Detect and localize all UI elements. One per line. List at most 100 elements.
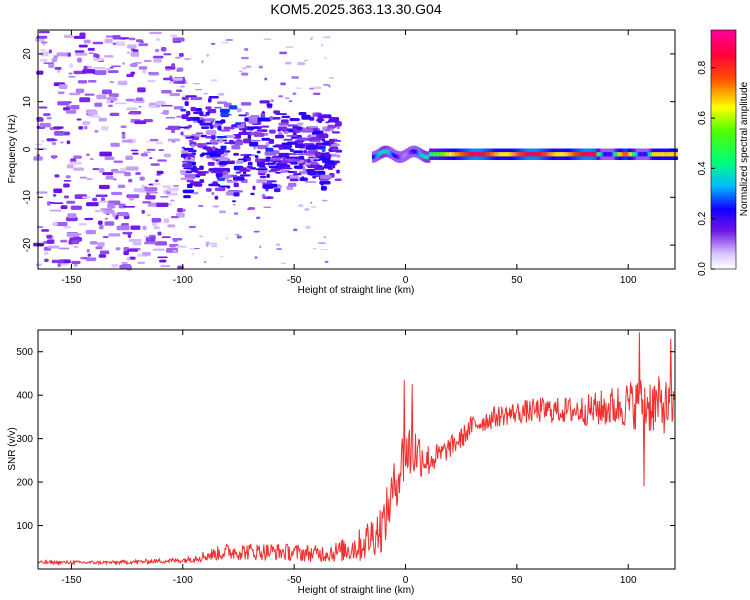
heatmap-cell	[307, 126, 319, 129]
heatmap-cell	[264, 77, 268, 81]
heatmap-cell	[158, 149, 165, 152]
heatmap-cell	[102, 172, 114, 176]
heatmap-cell	[603, 152, 607, 157]
heatmap-cell	[188, 139, 194, 143]
heatmap-cell	[165, 116, 176, 119]
heatmap-cell	[182, 94, 187, 96]
heatmap-cell	[233, 182, 239, 188]
heatmap-cell	[280, 262, 287, 264]
y-tick-label: 0	[22, 146, 33, 152]
heatmap-cell	[308, 156, 315, 159]
heatmap-cell	[326, 152, 330, 156]
heatmap-cell	[269, 129, 276, 134]
heatmap-cell	[285, 46, 294, 48]
x-tick-label: -150	[61, 575, 81, 586]
heatmap-cell	[147, 190, 155, 194]
heatmap-cell	[260, 125, 270, 128]
heatmap-cell	[336, 154, 341, 158]
heatmap-cell	[432, 152, 436, 157]
heatmap-cell	[323, 236, 327, 238]
heatmap-cell	[69, 92, 81, 96]
heatmap-cell	[182, 189, 195, 194]
colorbar-strip	[711, 75, 736, 79]
heatmap-cell	[275, 171, 281, 174]
heatmap-cell	[156, 173, 161, 176]
colorbar-strip	[711, 107, 736, 111]
heatmap-cell	[516, 152, 520, 157]
colorbar-strip	[711, 81, 736, 85]
heatmap-cell	[134, 120, 147, 125]
heatmap-cell	[180, 85, 185, 88]
heatmap-cell	[381, 150, 384, 155]
heatmap-cell	[320, 186, 327, 191]
heatmap-cell	[85, 229, 96, 235]
heatmap-cell	[92, 41, 104, 45]
colorbar-strip	[711, 249, 736, 252]
heatmap-cell	[256, 179, 268, 184]
colorbar-strip	[711, 219, 736, 222]
heatmap-cell	[46, 234, 53, 239]
heatmap-cell	[201, 60, 204, 64]
heatmap-cell	[334, 178, 342, 181]
colorbar-strip	[711, 187, 736, 190]
x-tick-label: 50	[511, 275, 523, 286]
heatmap-cell	[309, 87, 315, 90]
y-tick-label: 500	[16, 347, 33, 358]
heatmap-cell	[68, 72, 73, 75]
heatmap-cell	[321, 148, 326, 152]
heatmap-cell	[112, 212, 117, 218]
heatmap-cell	[328, 149, 339, 152]
heatmap-cell	[207, 98, 212, 103]
colorbar-strip	[711, 111, 736, 115]
heatmap-cell	[128, 178, 133, 183]
heatmap-cell	[142, 69, 147, 74]
heatmap-cell	[44, 251, 49, 255]
heatmap-cell	[47, 245, 60, 249]
colorbar-strip	[711, 35, 736, 39]
heatmap-cell	[82, 69, 96, 74]
heatmap-cell	[498, 152, 502, 157]
heatmap-cell	[70, 205, 82, 210]
heatmap-cell	[49, 139, 58, 142]
heatmap-cell	[375, 153, 379, 158]
heatmap-cell	[455, 152, 459, 157]
heatmap-cell	[65, 109, 77, 114]
heatmap-cell	[52, 222, 58, 226]
heatmap-cell	[137, 261, 146, 265]
heatmap-cell	[233, 152, 240, 156]
heatmap-cell	[205, 106, 212, 110]
heatmap-cell	[391, 152, 395, 157]
heatmap-cell	[53, 202, 64, 205]
heatmap-cell	[263, 117, 272, 122]
heatmap-cell	[153, 226, 160, 230]
heatmap-cell	[297, 153, 308, 156]
heatmap-cell	[398, 154, 402, 160]
heatmap-cell	[519, 152, 523, 157]
heatmap-cell	[414, 149, 418, 154]
heatmap-cell	[157, 231, 162, 236]
heatmap-cell	[240, 154, 247, 156]
heatmap-cell	[52, 193, 57, 197]
heatmap-cell	[450, 152, 454, 157]
heatmap-cell	[210, 43, 216, 45]
colorbar-strip	[711, 153, 736, 157]
heatmap-cell	[195, 88, 203, 91]
heatmap-cell	[210, 242, 218, 246]
heatmap-cell	[323, 57, 327, 59]
heatmap-cell	[56, 52, 70, 57]
heatmap-cell	[159, 259, 167, 263]
heatmap-cell	[124, 172, 131, 177]
colorbar-strip	[711, 147, 736, 151]
heatmap-cell	[208, 96, 219, 99]
heatmap-cell	[175, 56, 181, 59]
heatmap-cell	[65, 175, 71, 179]
heatmap-cell	[206, 54, 210, 57]
heatmap-cell	[130, 71, 136, 75]
heatmap-cell	[86, 178, 93, 181]
colorbar-strip	[711, 235, 736, 238]
heatmap-cell	[607, 152, 611, 157]
colorbar-strip	[711, 51, 736, 55]
heatmap-cell	[149, 157, 153, 160]
heatmap-cell	[642, 152, 646, 157]
heatmap-cell	[120, 82, 127, 85]
